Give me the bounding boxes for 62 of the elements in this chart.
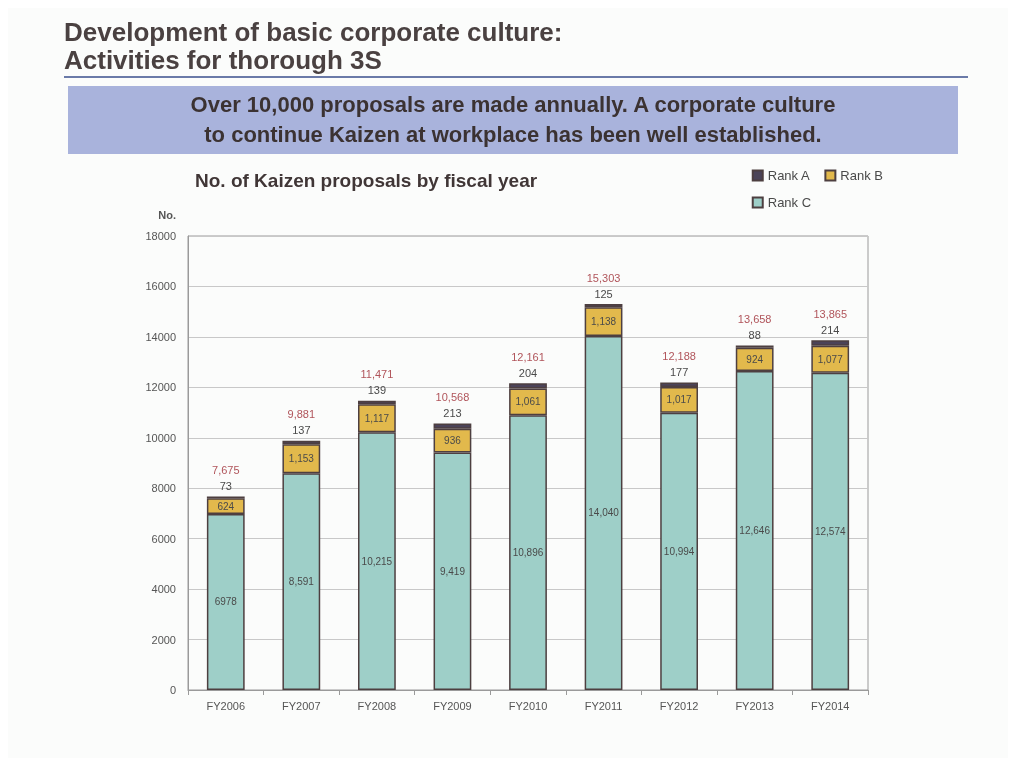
data-label: 924 [746, 353, 764, 365]
legend-label: Rank B [840, 168, 884, 183]
data-label: 1,117 [364, 412, 390, 424]
y-tick-label: 10000 [145, 431, 176, 444]
data-label: 12,574 [814, 525, 846, 537]
data-label: 1,017 [666, 394, 693, 406]
data-label: 1,138 [591, 316, 617, 328]
data-label: 1,153 [288, 453, 315, 465]
x-tick-label: FY2007 [282, 699, 321, 712]
text: No. of Kaizen proposals by fiscal year [195, 170, 538, 191]
y-tick-label: 14000 [145, 330, 176, 343]
y-tick-label: 6000 [151, 532, 176, 545]
x-tick-label: FY2006 [206, 699, 246, 712]
y-tick-label: 18000 [145, 230, 176, 242]
data-label: 88 [748, 329, 761, 342]
x-tick-label: FY2011 [584, 699, 623, 712]
total-label: 12,161 [511, 350, 545, 363]
total-label: 9,881 [287, 408, 316, 421]
x-tick-label: FY2009 [433, 699, 472, 712]
data-label: 73 [219, 479, 232, 492]
data-label: 139 [367, 384, 387, 397]
data-label: 8,591 [288, 576, 315, 588]
data-label: 9,419 [439, 565, 466, 577]
total-label: 13,658 [737, 313, 772, 326]
data-label: 213 [443, 406, 462, 419]
data-label: 10,215 [361, 555, 393, 567]
data-label: 12,646 [739, 525, 771, 537]
total-label: 11,471 [360, 368, 394, 381]
data-label: 936 [444, 435, 462, 447]
x-tick-label: FY2008 [357, 699, 397, 712]
data-label: 125 [594, 287, 613, 300]
y-tick-label: 16000 [145, 280, 176, 293]
total-label: 13,865 [813, 307, 848, 320]
y-tick-label: 0 [169, 684, 176, 696]
chart-subtitle: Over 10,000 proposals are made annually. A corporate culture to continue Kaizen at workplace has been well established. [68, 86, 958, 154]
total-label: 12,188 [662, 350, 696, 363]
total-label: 7,675 [212, 463, 240, 476]
data-label: 624 [217, 500, 235, 512]
x-tick-label: FY2012 [659, 699, 699, 712]
data-label: 6978 [214, 596, 238, 608]
legend-label: Rank C [767, 195, 812, 210]
y-tick-label: 12000 [145, 381, 176, 394]
x-tick-label: FY2010 [508, 699, 548, 712]
x-tick-label: FY2014 [810, 699, 850, 712]
y-tick-label: 4000 [151, 583, 176, 596]
data-label: 1,061 [515, 396, 541, 408]
total-label: 15,303 [586, 271, 621, 284]
y-tick-label: 2000 [151, 633, 176, 646]
legend-label: Rank A [767, 168, 810, 183]
chart-title: Development of basic corporate culture: Activities for thorough 3S [64, 8, 968, 78]
y-tick-label: 8000 [151, 482, 176, 495]
data-label: 177 [669, 366, 689, 379]
y-axis-title: No. [158, 208, 176, 221]
total-label: 10,568 [435, 390, 470, 403]
data-label: 137 [292, 424, 311, 437]
data-label: 10,994 [663, 545, 695, 557]
data-label: 214 [821, 323, 840, 336]
data-label: 1,077 [817, 353, 844, 365]
data-label: 204 [518, 366, 538, 379]
data-label: 10,896 [512, 547, 544, 559]
x-tick-label: FY2013 [735, 699, 774, 712]
data-label: 14,040 [588, 507, 620, 519]
